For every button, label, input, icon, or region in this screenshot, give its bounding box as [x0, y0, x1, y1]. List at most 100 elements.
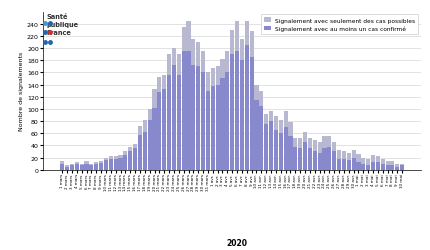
- Bar: [279, 134, 283, 170]
- Bar: [153, 108, 157, 170]
- Bar: [75, 164, 79, 170]
- Bar: [215, 67, 220, 170]
- Bar: [327, 137, 332, 170]
- Bar: [104, 158, 108, 170]
- Bar: [89, 164, 93, 170]
- Bar: [390, 166, 394, 170]
- Bar: [225, 73, 230, 170]
- Bar: [143, 132, 147, 170]
- Bar: [162, 90, 166, 170]
- Bar: [181, 52, 186, 170]
- Bar: [99, 163, 103, 170]
- Bar: [65, 167, 69, 170]
- Bar: [215, 85, 220, 170]
- Bar: [94, 164, 98, 170]
- Bar: [337, 150, 341, 170]
- Bar: [60, 164, 64, 170]
- Bar: [361, 158, 366, 170]
- Bar: [114, 159, 118, 170]
- Bar: [289, 123, 292, 170]
- Bar: [118, 158, 123, 170]
- Bar: [322, 137, 326, 170]
- Bar: [269, 122, 273, 170]
- Bar: [264, 114, 268, 170]
- Bar: [308, 148, 312, 170]
- Bar: [347, 153, 351, 170]
- Bar: [114, 157, 118, 170]
- Bar: [191, 40, 195, 170]
- Bar: [332, 143, 336, 170]
- Bar: [109, 160, 113, 170]
- Bar: [264, 124, 268, 170]
- Bar: [400, 166, 404, 170]
- Bar: [80, 166, 84, 170]
- Bar: [133, 144, 137, 170]
- Bar: [206, 73, 210, 170]
- Bar: [313, 141, 317, 170]
- Bar: [322, 148, 326, 170]
- Bar: [255, 100, 258, 170]
- Bar: [187, 52, 190, 170]
- Bar: [123, 152, 127, 170]
- Bar: [75, 163, 79, 170]
- Bar: [60, 162, 64, 170]
- Bar: [211, 68, 215, 170]
- Bar: [157, 78, 161, 170]
- Bar: [235, 52, 239, 170]
- Bar: [84, 162, 89, 170]
- Bar: [347, 160, 351, 170]
- Bar: [221, 79, 224, 170]
- Bar: [201, 73, 205, 170]
- Bar: [177, 55, 181, 170]
- Bar: [303, 132, 307, 170]
- Bar: [128, 152, 132, 170]
- Bar: [104, 160, 108, 170]
- Bar: [342, 152, 346, 170]
- Bar: [293, 138, 298, 170]
- Bar: [191, 66, 195, 170]
- Bar: [240, 61, 244, 170]
- Bar: [298, 138, 302, 170]
- Text: Santé
publique
France: Santé publique France: [47, 14, 79, 36]
- Bar: [366, 159, 370, 170]
- Bar: [157, 93, 161, 170]
- Bar: [80, 164, 84, 170]
- Legend: Signalement avec seulement des cas possibles, Signalement avec au moins un cas c: Signalement avec seulement des cas possi…: [261, 16, 418, 35]
- Bar: [259, 106, 264, 170]
- Bar: [376, 162, 380, 170]
- Bar: [147, 120, 152, 170]
- Bar: [123, 156, 127, 170]
- Bar: [400, 164, 404, 170]
- Bar: [70, 166, 74, 170]
- Bar: [351, 150, 356, 170]
- Bar: [381, 159, 385, 170]
- Bar: [128, 147, 132, 170]
- Bar: [70, 164, 74, 170]
- Bar: [138, 126, 142, 170]
- Bar: [225, 52, 230, 170]
- Bar: [356, 155, 360, 170]
- Bar: [317, 142, 322, 170]
- Bar: [274, 117, 278, 170]
- Bar: [206, 91, 210, 170]
- Bar: [390, 162, 394, 170]
- Bar: [376, 157, 380, 170]
- Bar: [255, 85, 258, 170]
- Bar: [167, 55, 171, 170]
- Bar: [118, 156, 123, 170]
- Bar: [167, 76, 171, 170]
- Bar: [332, 152, 336, 170]
- Bar: [317, 153, 322, 170]
- Bar: [230, 31, 234, 170]
- Bar: [366, 165, 370, 170]
- Bar: [187, 22, 190, 170]
- Bar: [342, 159, 346, 170]
- Text: 2020: 2020: [226, 238, 247, 248]
- Bar: [283, 128, 288, 170]
- Bar: [245, 22, 249, 170]
- Bar: [240, 40, 244, 170]
- Bar: [99, 162, 103, 170]
- Bar: [386, 162, 390, 170]
- Bar: [109, 157, 113, 170]
- Bar: [89, 166, 93, 170]
